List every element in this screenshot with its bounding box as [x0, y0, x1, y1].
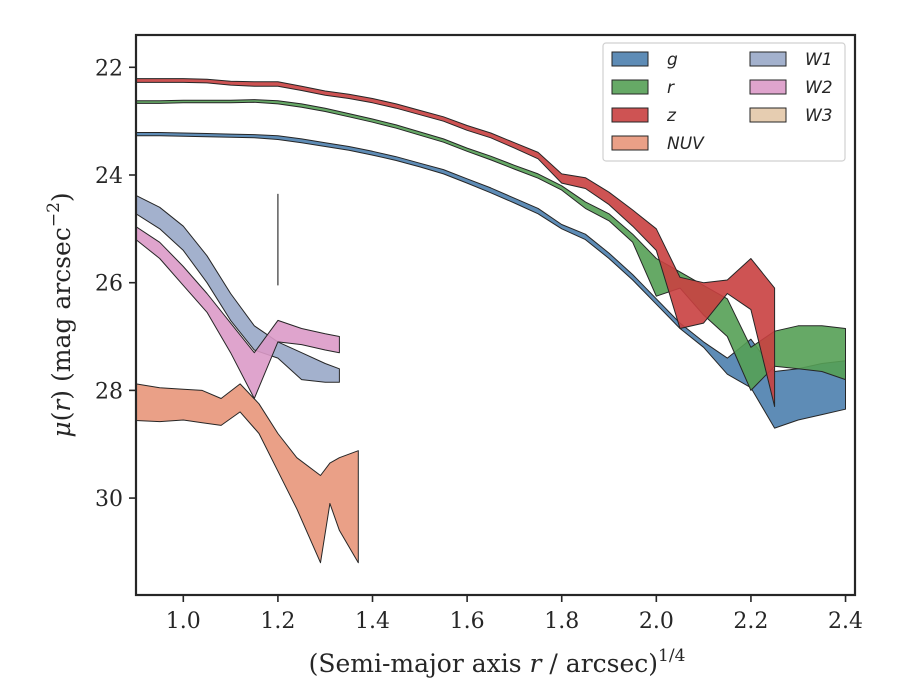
legend-swatch-g [611, 51, 649, 67]
legend-box [602, 42, 846, 162]
x-tick-label: 1.2 [260, 609, 295, 634]
x-tick-label: 1.8 [544, 609, 579, 634]
series-bands [136, 78, 846, 564]
y-tick-label: 22 [95, 56, 123, 81]
legend-swatch-w2 [749, 79, 787, 95]
y-tick-label: 30 [95, 487, 123, 512]
x-tick-label: 2.4 [828, 609, 863, 634]
legend-swatch-nuv [611, 135, 649, 151]
legend-label-nuv: NUV [667, 134, 705, 154]
x-tick-label: 2.0 [639, 609, 674, 634]
x-tick-label: 1.6 [450, 609, 485, 634]
legend-label-w3: W3 [805, 106, 833, 126]
band-w1 [136, 195, 340, 383]
legend-label-g: g [667, 50, 678, 70]
plot-frame [134, 33, 857, 597]
band-z [136, 78, 776, 407]
axis-ticks: 1.0 1.2 1.4 1.6 1.8 2.0 2.2 2.4 22 24 26 28 30 [95, 56, 863, 634]
y-tick-label: 26 [95, 272, 123, 297]
legend-swatch-w3 [749, 107, 787, 123]
legend: grz NUV W1 W2 W3 [602, 42, 846, 162]
legend-label-w1: W1 [805, 50, 833, 70]
legend-label-w2: W2 [805, 78, 833, 98]
x-tick-label: 1.0 [166, 609, 201, 634]
legend-label-z: z [666, 106, 677, 126]
y-axis-title: μ(r) (mag arcsec−2) [44, 192, 76, 437]
x-tick-label: 2.2 [733, 609, 768, 634]
x-axis-title: (Semi-major axis r / arcsec)1/4 [309, 646, 686, 678]
y-tick-label: 28 [95, 379, 123, 404]
y-tick-label: 24 [95, 164, 123, 189]
legend-swatch-r [611, 79, 649, 95]
x-tick-label: 1.4 [355, 609, 390, 634]
band-nuv [136, 383, 359, 564]
legend-label-r: r [667, 78, 675, 98]
band-w2 [136, 226, 340, 399]
legend-swatch-w1 [749, 51, 787, 67]
legend-swatch-z [611, 107, 649, 123]
